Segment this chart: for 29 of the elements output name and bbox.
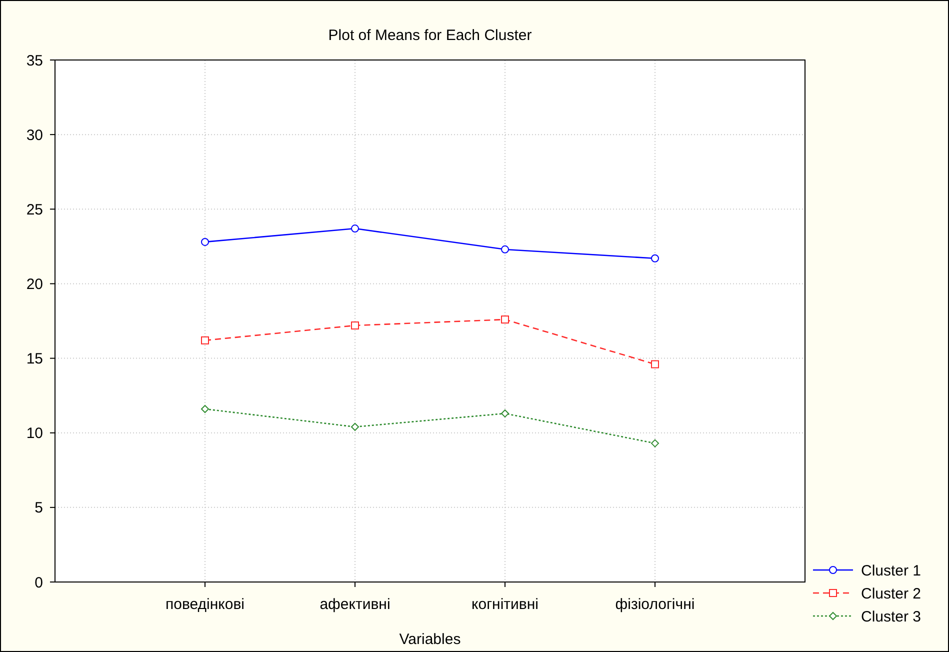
x-tick-label: фізіологічні <box>615 596 695 613</box>
x-tick-label: поведінкові <box>165 596 245 613</box>
point <box>651 254 659 262</box>
point <box>501 409 509 418</box>
legend-label: Cluster 2 <box>861 585 922 602</box>
legend-label: Cluster 3 <box>861 608 922 626</box>
point <box>651 360 659 368</box>
point <box>201 404 209 413</box>
x-tick-label: афективні <box>320 596 390 613</box>
point <box>351 321 359 330</box>
y-tick-label: 20 <box>26 276 43 293</box>
y-tick-label: 25 <box>26 201 43 218</box>
point <box>501 316 509 324</box>
chart-title: Plot of Means for Each Cluster <box>328 27 532 44</box>
point <box>651 439 659 448</box>
y-tick-label: 15 <box>26 350 43 368</box>
x-axis-title: Variables <box>399 631 461 648</box>
legend-label: Cluster 1 <box>861 562 922 580</box>
y-tick-label: 30 <box>26 126 43 144</box>
point <box>351 422 359 431</box>
x-tick-label: когнітивні <box>472 596 538 613</box>
point <box>501 245 509 254</box>
point <box>201 336 209 344</box>
y-tick-label: 0 <box>34 574 43 592</box>
point <box>201 238 209 246</box>
point <box>351 224 359 233</box>
y-tick-label: 10 <box>26 425 43 442</box>
y-tick-label: 5 <box>34 500 43 517</box>
y-tick-label: 35 <box>26 52 43 70</box>
